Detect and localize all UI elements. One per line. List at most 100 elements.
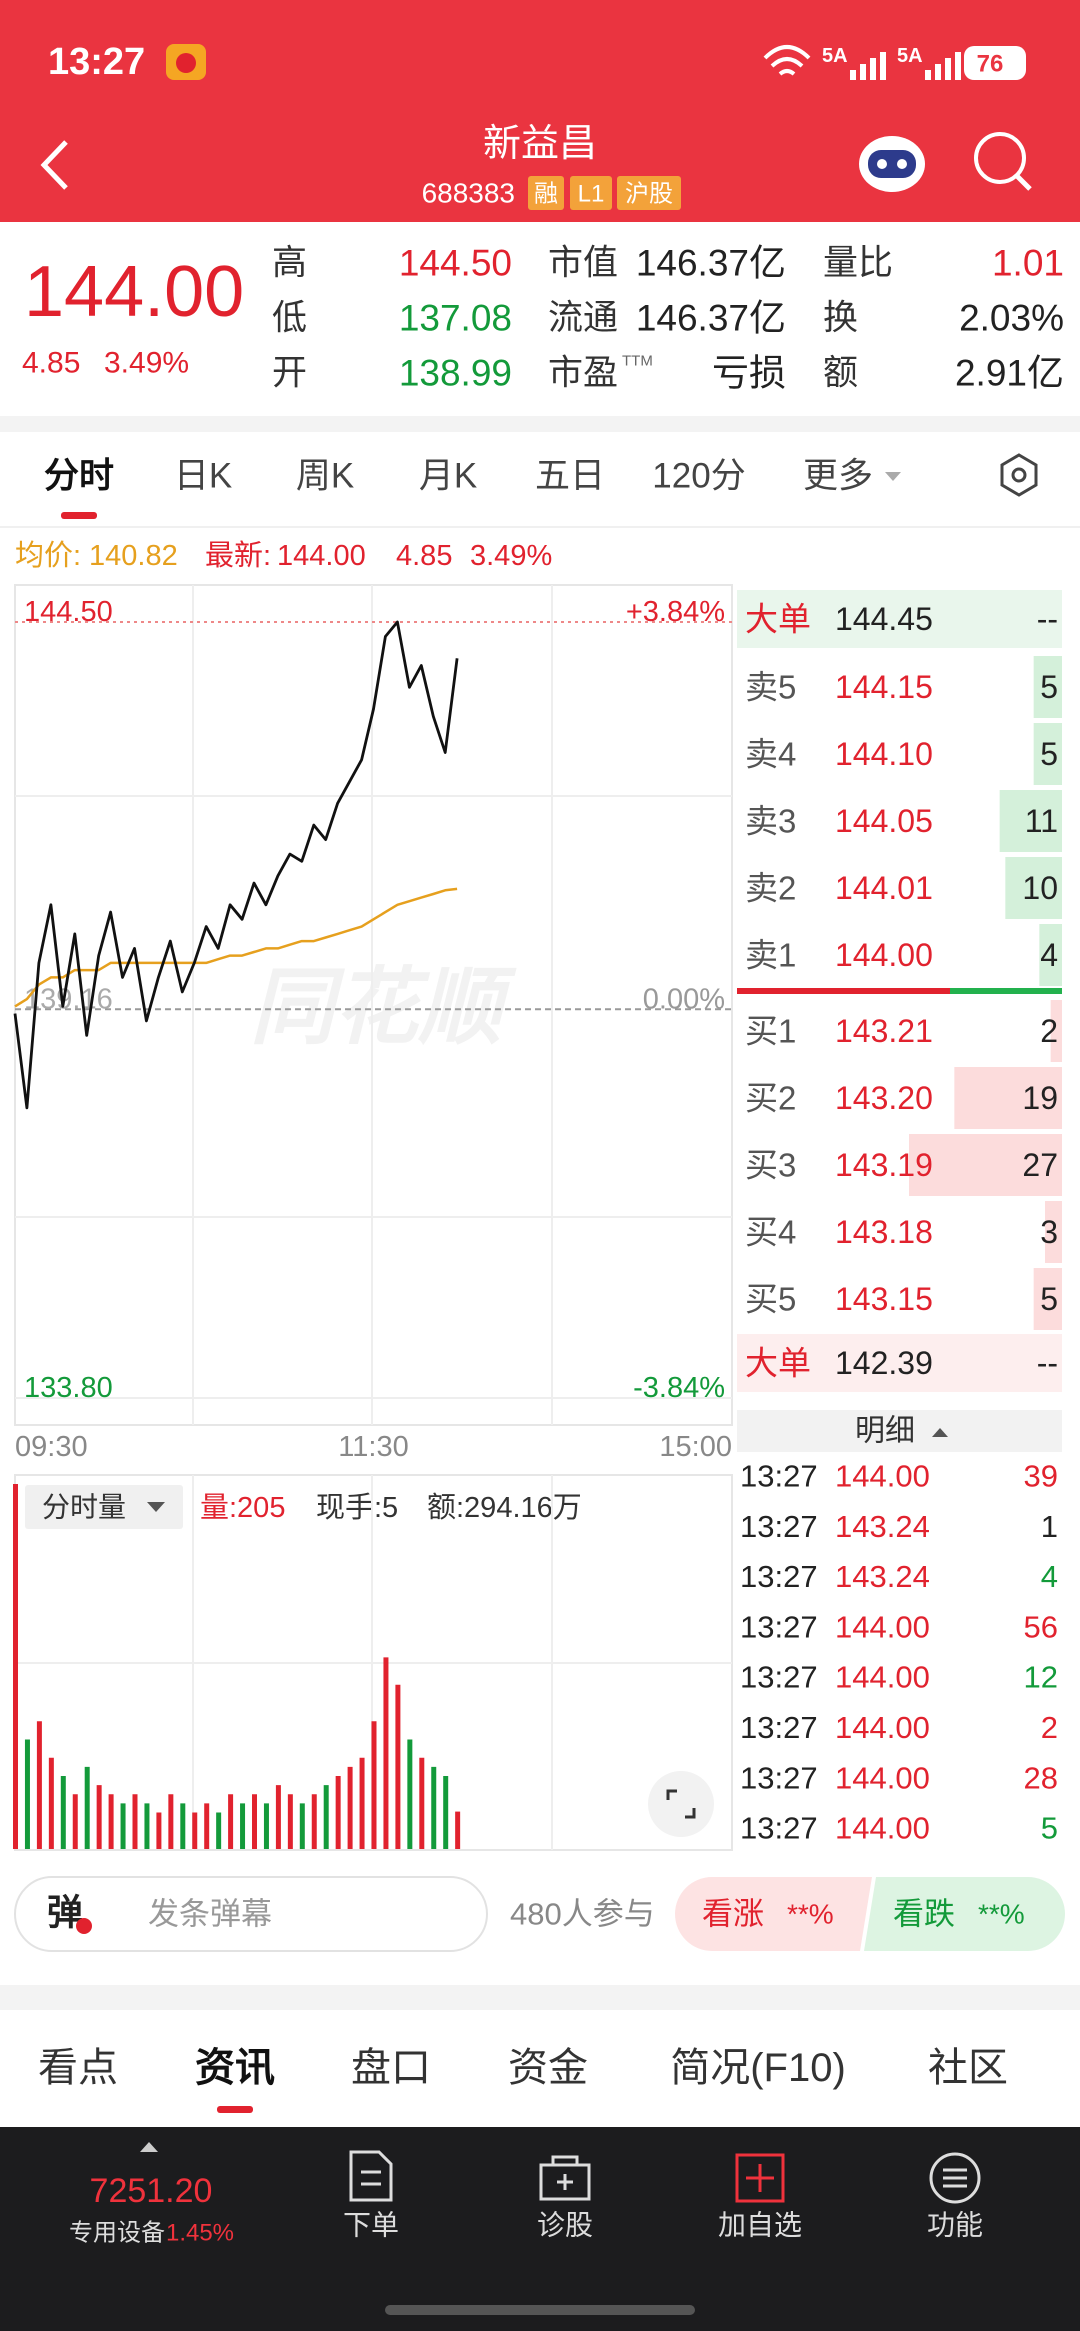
tab[interactable]: 更多: [803, 457, 873, 496]
comment-placeholder: 发条弹幕: [148, 1897, 272, 1932]
pct-tick-label: +3.84%: [626, 596, 725, 628]
index-value[interactable]: 7251.20: [90, 2172, 213, 2210]
tab[interactable]: 五日: [535, 457, 605, 496]
book-depth-bar: [999, 790, 1062, 852]
trade-time: 13:27: [740, 1760, 818, 1795]
stat-label: 换: [823, 299, 858, 338]
volume-bar: [144, 1803, 150, 1849]
book-label: 大单: [745, 601, 811, 638]
avg-label: 均价:: [15, 539, 81, 572]
bullish-pct: **%: [787, 1899, 834, 1930]
volume-bar: [192, 1812, 198, 1849]
index-name: 专用设备: [69, 2220, 165, 2247]
volume-bar: [84, 1766, 90, 1849]
trade-price: 144.00: [835, 1811, 930, 1846]
stat-label: 市值: [548, 244, 618, 283]
volume-bar: [36, 1721, 42, 1849]
section-tab[interactable]: 资金: [508, 2046, 588, 2090]
nav-item[interactable]: 诊股: [537, 2210, 593, 2241]
book-depth-bar: [1005, 857, 1062, 919]
trade-price: 143.24: [835, 1559, 930, 1594]
volume-bar: [228, 1794, 234, 1849]
stat-label: 市盈: [548, 354, 618, 393]
search-button[interactable]: [974, 132, 1032, 191]
battery-level: 76: [977, 51, 1004, 78]
volume-bar: [60, 1776, 66, 1849]
trade-volume: 4: [1041, 1559, 1058, 1594]
tab[interactable]: 周K: [296, 457, 354, 496]
pct-tick-label: -3.84%: [633, 1372, 725, 1404]
trade-volume: 12: [1024, 1660, 1058, 1695]
section-tab[interactable]: 简况(F10): [670, 2046, 846, 2090]
volume-bar: [407, 1739, 413, 1849]
trade-time: 13:27: [740, 1609, 818, 1644]
book-price: 143.19: [835, 1147, 933, 1183]
participants: 480人参与: [510, 1897, 655, 1932]
detail-header[interactable]: [737, 1410, 1062, 1452]
book-price: 144.15: [835, 669, 933, 705]
battery: [964, 46, 1026, 80]
trade-volume: 56: [1024, 1609, 1058, 1644]
trade-price: 143.24: [835, 1509, 930, 1544]
comment-input[interactable]: [14, 1876, 488, 1952]
avg-line: [14, 887, 458, 1008]
last-change-pct: 3.49%: [470, 540, 552, 572]
book-volume: 2: [1040, 1013, 1058, 1049]
trade-volume: 28: [1024, 1760, 1058, 1795]
stat-value: 2.03%: [959, 298, 1064, 339]
nav-item[interactable]: 功能: [927, 2210, 983, 2241]
stat-sup: TTM: [622, 353, 653, 370]
trade-time: 13:27: [740, 1509, 818, 1544]
book-price: 144.00: [835, 937, 933, 973]
separator: [0, 526, 1080, 528]
expand-button[interactable]: [648, 1771, 714, 1837]
volume-bar: [395, 1684, 401, 1849]
tab[interactable]: 120分: [652, 457, 745, 496]
book-label: 卖2: [745, 870, 796, 907]
volume-bar: [216, 1812, 222, 1849]
x-tick-label: 09:30: [15, 1431, 88, 1463]
tab[interactable]: 月K: [419, 457, 477, 496]
section-tab[interactable]: 社区: [928, 2046, 1008, 2090]
bearish-label: 看跌: [893, 1897, 955, 1932]
volume-bar: [335, 1776, 341, 1849]
tab[interactable]: 日K: [174, 457, 232, 496]
bearish-button[interactable]: [864, 1877, 1065, 1951]
stock-code: 688383: [422, 178, 515, 209]
nav-item[interactable]: 下单: [343, 2210, 399, 2241]
settings-icon[interactable]: [1000, 453, 1038, 497]
book-depth-bar: [954, 1067, 1062, 1129]
price-change-pct: 3.49%: [104, 347, 189, 380]
home-indicator: [385, 2305, 695, 2315]
volume-summary: 量:205: [200, 1492, 285, 1524]
back-button[interactable]: [40, 140, 68, 190]
section-tab[interactable]: 看点: [38, 2046, 118, 2090]
section-tab[interactable]: 资讯: [195, 2046, 275, 2090]
robot-icon[interactable]: [859, 136, 925, 192]
book-volume: 5: [1040, 669, 1058, 705]
trade-time: 13:27: [740, 1660, 818, 1695]
y-tick-label: 133.80: [24, 1372, 113, 1404]
tab[interactable]: 分时: [44, 457, 114, 496]
section-tab[interactable]: 盘口: [351, 2046, 431, 2090]
book-divider-buy: [737, 988, 950, 994]
book-divider-sell: [950, 988, 1062, 994]
tag-bg: [570, 176, 612, 210]
stat-value: 137.08: [399, 298, 512, 339]
volume-menu[interactable]: [25, 1485, 183, 1529]
book-volume: --: [1037, 601, 1058, 637]
dropdown-arrow: [147, 1502, 165, 1512]
volume-bar: [323, 1785, 329, 1849]
book-label: 买4: [745, 1214, 796, 1251]
nav-item[interactable]: 加自选: [718, 2210, 802, 2241]
volume-bar: [383, 1657, 389, 1849]
bullish-button[interactable]: [675, 1877, 872, 1951]
book-label: 买2: [745, 1080, 796, 1117]
book-depth-bar: [1050, 1000, 1062, 1062]
book-label: 卖1: [745, 937, 796, 974]
volume-bar: [48, 1757, 54, 1849]
trade-price: 144.00: [835, 1710, 930, 1745]
book-price: 143.15: [835, 1281, 933, 1317]
trade-time: 13:27: [740, 1710, 818, 1745]
